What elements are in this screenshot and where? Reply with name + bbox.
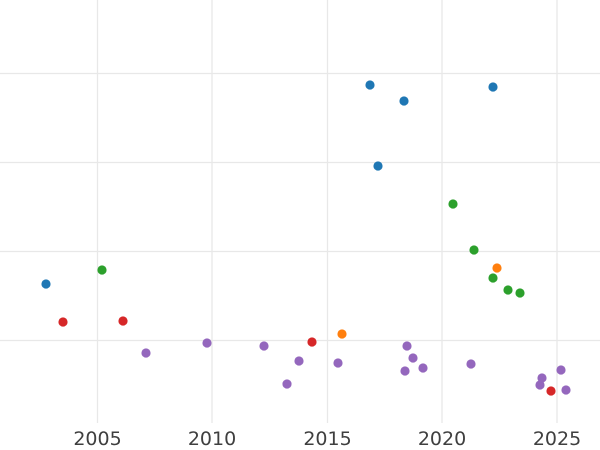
data-point-green <box>515 288 525 298</box>
data-point-blue <box>373 161 383 171</box>
x-tick-label: 2025 <box>533 428 581 450</box>
data-point-purple <box>408 353 418 363</box>
data-point-purple <box>556 365 566 375</box>
data-point-red <box>546 386 556 396</box>
data-point-red <box>307 337 317 347</box>
data-point-orange <box>492 263 502 273</box>
data-point-green <box>488 273 498 283</box>
data-point-green <box>469 245 479 255</box>
data-point-purple <box>259 341 269 351</box>
x-tick-label: 2010 <box>188 428 236 450</box>
data-point-purple <box>400 366 410 376</box>
data-point-green <box>503 285 513 295</box>
x-tick-label: 2020 <box>418 428 466 450</box>
data-point-purple <box>537 373 547 383</box>
data-point-orange <box>337 329 347 339</box>
data-point-blue <box>399 96 409 106</box>
data-point-purple <box>282 379 292 389</box>
data-point-purple <box>333 358 343 368</box>
x-tick-label: 2015 <box>303 428 351 450</box>
data-point-purple <box>402 341 412 351</box>
data-point-purple <box>535 380 545 390</box>
data-point-purple <box>141 348 151 358</box>
data-point-blue <box>488 82 498 92</box>
data-point-blue <box>365 80 375 90</box>
data-point-green <box>97 265 107 275</box>
data-point-purple <box>294 356 304 366</box>
data-point-purple <box>561 385 571 395</box>
data-point-purple <box>418 363 428 373</box>
data-point-blue <box>41 279 51 289</box>
data-point-red <box>118 316 128 326</box>
data-point-purple <box>466 359 476 369</box>
gridlines <box>0 0 600 423</box>
x-tick-label: 2005 <box>73 428 121 450</box>
data-point-green <box>448 199 458 209</box>
x-axis-tick-labels: 2005 2010 2015 2020 2025 <box>73 428 581 450</box>
data-point-purple <box>202 338 212 348</box>
data-points <box>41 80 571 396</box>
data-point-red <box>58 317 68 327</box>
